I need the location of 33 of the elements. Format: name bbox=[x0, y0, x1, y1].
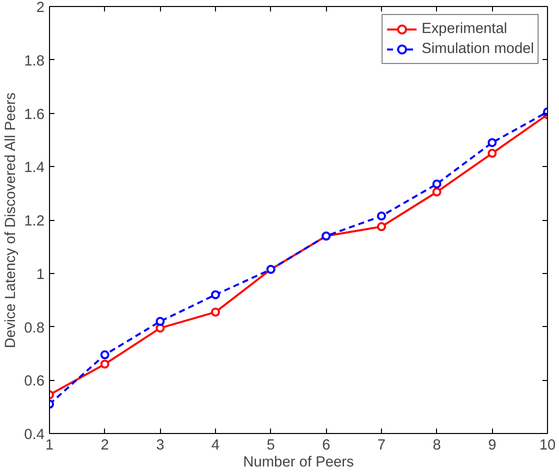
y-tick-label: 1 bbox=[36, 266, 45, 283]
point bbox=[488, 138, 497, 148]
y-tick-label: 1.2 bbox=[24, 214, 44, 230]
y-tick-label: 1.4 bbox=[24, 160, 44, 176]
y-axis-title: Device Latency of Discovered All Peers bbox=[3, 92, 20, 348]
y-tick-label: 1.8 bbox=[24, 53, 44, 70]
y-tick-label: 0.6 bbox=[24, 374, 44, 390]
x-tick-label: 10 bbox=[539, 438, 556, 454]
x-tick-label: 8 bbox=[432, 438, 441, 454]
x-tick-label: 7 bbox=[377, 438, 386, 454]
y-tick-label: 0.4 bbox=[24, 427, 44, 443]
x-tick-label: 5 bbox=[266, 438, 275, 454]
point bbox=[432, 187, 442, 196]
x-tick-label: 4 bbox=[211, 438, 220, 454]
legend-label: Simulation model bbox=[422, 41, 534, 57]
point bbox=[100, 360, 110, 369]
point bbox=[377, 222, 386, 232]
y-tick-label: 0.8 bbox=[24, 320, 44, 336]
x-tick-label: 3 bbox=[156, 438, 164, 454]
point bbox=[211, 308, 220, 317]
point bbox=[100, 350, 110, 360]
x-axis-title: Number of Peers bbox=[243, 454, 354, 470]
point bbox=[488, 148, 497, 158]
point bbox=[211, 290, 220, 300]
y-tick-label: 1.6 bbox=[24, 106, 44, 123]
y-tick-label: 2 bbox=[36, 0, 45, 16]
x-tick-label: 2 bbox=[100, 438, 109, 454]
legend-label: Experimental bbox=[422, 21, 508, 37]
point bbox=[432, 179, 442, 188]
point bbox=[377, 212, 386, 220]
x-tick-label: 6 bbox=[322, 438, 330, 454]
x-tick-label: 9 bbox=[488, 438, 496, 454]
point bbox=[156, 316, 165, 326]
